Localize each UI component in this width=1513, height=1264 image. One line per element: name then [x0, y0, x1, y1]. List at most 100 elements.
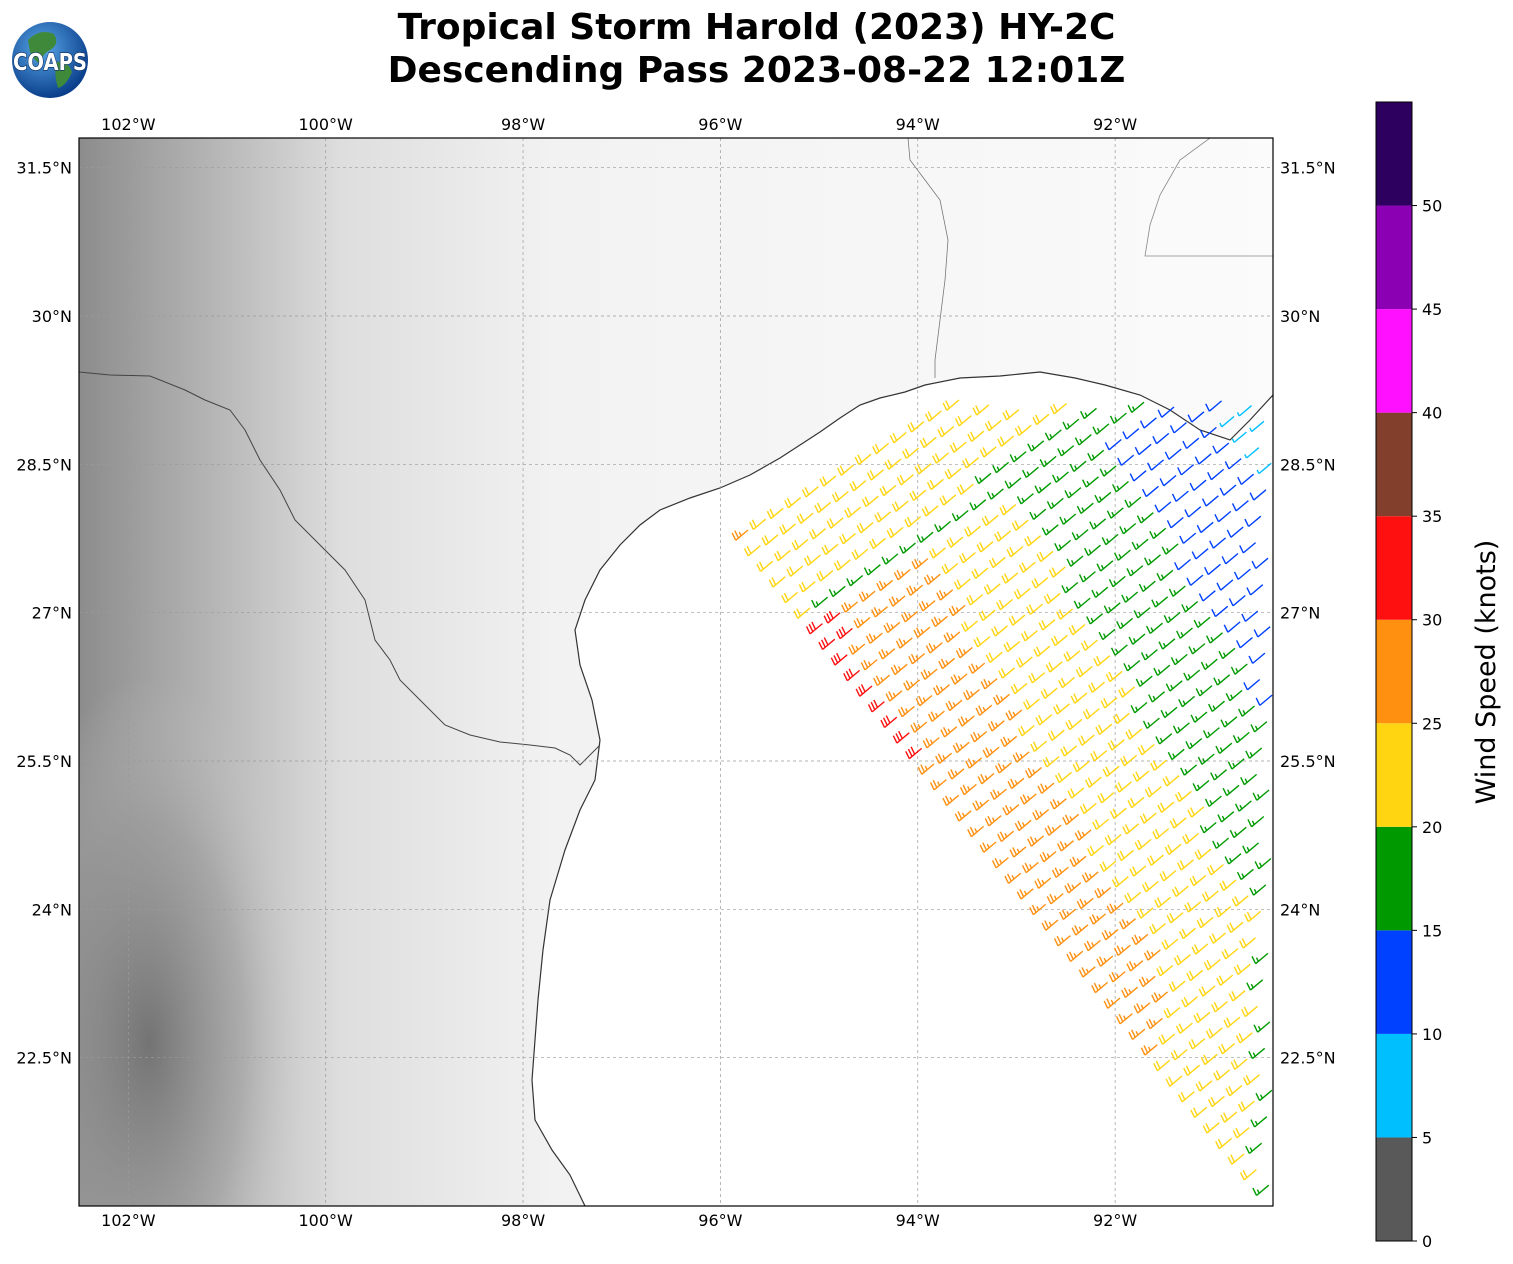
wind-barb	[1181, 996, 1198, 1008]
wind-barb	[905, 746, 923, 760]
wind-barb	[987, 720, 1005, 732]
wind-barb	[989, 788, 1007, 800]
wind-barb	[1162, 775, 1180, 787]
colorbar-bin-35-40	[1376, 412, 1412, 517]
wind-barb	[1231, 431, 1247, 443]
wind-barb	[1165, 680, 1183, 692]
wind-barb	[856, 522, 874, 534]
wind-barb	[1131, 933, 1149, 946]
wind-barb	[906, 584, 924, 596]
wind-barb	[1233, 963, 1251, 976]
lon-tick-label-top: 98°W	[501, 115, 545, 134]
wind-barb	[1003, 640, 1021, 653]
wind-barb	[1228, 594, 1246, 607]
wind-barb	[1190, 711, 1208, 723]
wind-barb	[1151, 596, 1169, 608]
lat-tick-label-left: 25.5°N	[16, 752, 72, 771]
wind-barb	[1100, 697, 1118, 709]
wind-barb	[1193, 616, 1211, 629]
wind-barb	[1160, 706, 1178, 719]
wind-barb	[1239, 937, 1256, 949]
wind-barb	[1148, 691, 1166, 703]
wind-barb	[773, 549, 791, 562]
wind-barb	[1147, 459, 1165, 471]
wind-barb	[811, 596, 829, 609]
wind-barb	[1178, 695, 1196, 708]
wind-barb	[860, 659, 878, 671]
wind-barb	[1091, 981, 1109, 994]
wind-barb	[1200, 658, 1218, 671]
wind-barb	[1060, 745, 1078, 757]
lat-tick-label-right: 30°N	[1280, 307, 1320, 326]
wind-barb	[1186, 574, 1204, 586]
wind-barb	[786, 565, 804, 577]
wind-barb	[1142, 485, 1159, 498]
wind-barb	[1154, 501, 1172, 513]
wind-barb	[1240, 773, 1258, 786]
wind-barb	[991, 857, 1009, 869]
wind-barb	[939, 494, 957, 506]
wind-barb	[1043, 592, 1061, 605]
wind-barb	[1214, 510, 1232, 523]
wind-barb	[1135, 675, 1153, 687]
wind-barb	[1057, 840, 1074, 852]
wind-barb	[805, 621, 823, 635]
wind-barb	[1118, 686, 1136, 698]
wind-barb	[979, 446, 997, 458]
wind-barb	[1169, 817, 1187, 829]
wind-barb	[1035, 714, 1053, 726]
wind-barb	[1092, 423, 1110, 435]
wind-barb	[858, 590, 876, 602]
wind-barb	[1059, 908, 1077, 921]
wind-barb	[1002, 804, 1020, 816]
wind-barb	[1089, 518, 1107, 530]
wind-barb	[975, 704, 993, 716]
lat-tick-label-left: 28.5°N	[16, 455, 72, 474]
lat-tick-label-right: 25.5°N	[1280, 752, 1336, 771]
wind-barb	[1218, 1042, 1236, 1055]
map-frame	[78, 137, 1274, 1207]
wind-barb	[849, 480, 867, 492]
wind-barb	[1024, 535, 1042, 547]
wind-barb	[1004, 872, 1022, 885]
wind-barb	[1104, 834, 1122, 846]
wind-barb	[914, 463, 932, 475]
wind-barb	[1048, 566, 1066, 578]
wind-barb	[830, 652, 848, 666]
wind-barb	[1099, 860, 1117, 872]
wind-barb	[1242, 842, 1260, 854]
wind-barb	[1056, 608, 1074, 620]
wind-barb	[1010, 682, 1028, 695]
wind-barb	[1117, 849, 1134, 862]
wind-barb	[951, 509, 969, 522]
wind-barb	[1219, 415, 1235, 428]
wind-barb	[1074, 829, 1092, 841]
wind-barb	[1046, 893, 1064, 905]
wind-barb	[1221, 948, 1239, 960]
wind-barb	[1219, 484, 1237, 496]
wind-barb	[1096, 955, 1114, 967]
wind-barb	[980, 678, 998, 690]
wind-barb	[1096, 560, 1114, 572]
colorbar-frame	[1375, 101, 1413, 1242]
wind-barb	[972, 404, 990, 416]
wind-barb	[1149, 527, 1167, 540]
wind-barb	[1243, 678, 1261, 691]
wind-barb	[1025, 766, 1042, 779]
wind-barb	[1066, 555, 1084, 567]
wind-barb	[1159, 474, 1177, 487]
wind-barb	[1128, 633, 1146, 645]
wind-barb	[903, 679, 921, 691]
wind-barb	[982, 746, 1000, 758]
wind-barb	[779, 523, 797, 535]
wind-barb	[889, 431, 907, 444]
wind-barb	[1195, 685, 1213, 697]
wind-barb	[1249, 884, 1267, 896]
wind-barb	[1226, 526, 1244, 538]
wind-barb	[1062, 418, 1080, 430]
colorbar-bin-20-25	[1376, 723, 1412, 827]
wind-barb	[1091, 586, 1109, 599]
wind-barb	[1127, 401, 1145, 414]
wind-barb	[835, 626, 853, 640]
